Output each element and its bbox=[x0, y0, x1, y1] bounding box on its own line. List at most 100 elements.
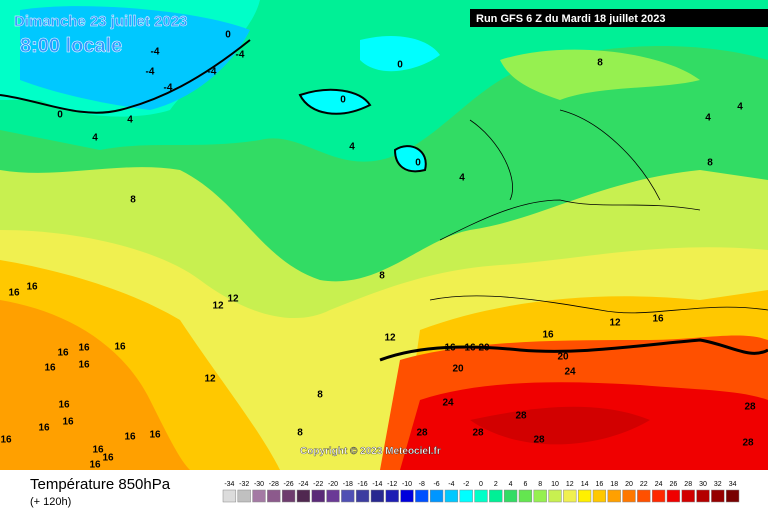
contour-label: 8 bbox=[297, 428, 303, 439]
scale-label: -2 bbox=[463, 481, 469, 488]
scale-swatch bbox=[711, 489, 725, 503]
contour-label: 12 bbox=[212, 301, 224, 312]
contour-label: 16 bbox=[78, 343, 90, 354]
footer-lead: (+ 120h) bbox=[30, 496, 71, 508]
contour-label: 16 bbox=[26, 282, 38, 293]
contour-label: 16 bbox=[89, 460, 101, 471]
scale-swatch bbox=[548, 489, 562, 503]
scale-swatch bbox=[666, 489, 681, 503]
scale-swatch bbox=[489, 489, 503, 503]
contour-label: 16 bbox=[652, 314, 664, 325]
scale-label: 12 bbox=[566, 481, 574, 488]
scale-label: 14 bbox=[581, 481, 589, 488]
contour-20 bbox=[379, 338, 768, 362]
scale-label: 22 bbox=[640, 481, 648, 488]
scale-swatch bbox=[533, 489, 547, 503]
scale-label: 18 bbox=[610, 481, 618, 488]
scale-label: 6 bbox=[523, 481, 527, 488]
contour-label: -4 bbox=[236, 50, 245, 61]
contour-label: -4 bbox=[164, 83, 173, 94]
contour-label: 16 bbox=[57, 348, 69, 359]
scale-label: 4 bbox=[509, 481, 513, 488]
scale-label: 0 bbox=[479, 481, 483, 488]
contour-label: 28 bbox=[744, 402, 756, 413]
contour-label: 20 bbox=[452, 364, 464, 375]
contour-label: 0 bbox=[57, 110, 63, 121]
forecast-time: 8:00 locale bbox=[20, 35, 122, 57]
scale-label: 8 bbox=[538, 481, 542, 488]
scale-swatch bbox=[592, 489, 607, 503]
scale-swatch bbox=[341, 489, 355, 503]
scale-swatch bbox=[281, 489, 296, 503]
scale-label: -16 bbox=[358, 481, 368, 488]
contour-0 bbox=[298, 88, 427, 173]
scale-label: 26 bbox=[670, 481, 678, 488]
field-cold-pool bbox=[300, 35, 440, 172]
scale-label: -24 bbox=[298, 481, 308, 488]
contour-label: 12 bbox=[609, 318, 621, 329]
scale-label: 20 bbox=[625, 481, 633, 488]
contour-label: 16 bbox=[8, 288, 20, 299]
scale-label: 28 bbox=[684, 481, 692, 488]
contour-label: 28 bbox=[416, 428, 428, 439]
scale-label: -32 bbox=[239, 481, 249, 488]
scale-swatch bbox=[681, 489, 695, 503]
contour-label: 16 bbox=[102, 453, 114, 464]
contour-label: 16 bbox=[38, 423, 50, 434]
footer-title: Température 850hPa bbox=[30, 476, 171, 493]
scale-swatch bbox=[400, 489, 414, 503]
forecast-date: Dimanche 23 juillet 2023 bbox=[14, 13, 187, 30]
contour-label: 12 bbox=[204, 374, 216, 385]
contour-label: 8 bbox=[379, 271, 385, 282]
contour-label: -4 bbox=[151, 47, 160, 58]
contour-label: 4 bbox=[737, 102, 743, 113]
contour-label: 16 bbox=[149, 430, 161, 441]
contour-label: 8 bbox=[707, 158, 713, 169]
scale-swatch bbox=[237, 489, 251, 503]
scale-swatch bbox=[222, 489, 237, 503]
contour-lines bbox=[0, 39, 768, 362]
contour-label: 4 bbox=[349, 142, 355, 153]
scale-swatch bbox=[459, 489, 473, 503]
contour-label: 16 bbox=[44, 363, 56, 374]
scale-label: -12 bbox=[387, 481, 397, 488]
contour-label: 12 bbox=[227, 294, 239, 305]
scale-label: -30 bbox=[254, 481, 264, 488]
scale-label: 32 bbox=[714, 481, 722, 488]
scale-swatch bbox=[725, 489, 740, 503]
contour-label: 16 bbox=[542, 330, 554, 341]
scale-label: 16 bbox=[596, 481, 604, 488]
scale-swatch bbox=[267, 489, 281, 503]
contour-label: 28 bbox=[472, 428, 484, 439]
scale-label: -6 bbox=[433, 481, 439, 488]
scale-swatch bbox=[429, 489, 444, 503]
contour-label: 4 bbox=[459, 173, 465, 184]
field-max bbox=[470, 406, 650, 445]
scale-swatch bbox=[415, 489, 429, 503]
scale-label: -34 bbox=[224, 481, 234, 488]
contour-label: 16 bbox=[464, 343, 476, 354]
contour-label: 16 bbox=[58, 400, 70, 411]
scale-swatch bbox=[577, 489, 592, 503]
scale-label: -4 bbox=[448, 481, 454, 488]
scale-swatch bbox=[355, 489, 370, 503]
scale-swatch bbox=[296, 489, 311, 503]
scale-label: 10 bbox=[551, 481, 559, 488]
scale-swatch bbox=[326, 489, 340, 503]
scale-label: -8 bbox=[419, 481, 425, 488]
scale-label: 2 bbox=[494, 481, 498, 488]
copyright: Copyright © 2023 Meteociel.fr bbox=[300, 446, 441, 457]
contour-label: -4 bbox=[146, 67, 155, 78]
scale-label: -18 bbox=[343, 481, 353, 488]
contour-label: 28 bbox=[533, 435, 545, 446]
contour-label: 4 bbox=[127, 115, 133, 126]
contour-label: 0 bbox=[225, 30, 231, 41]
scale-swatch bbox=[474, 489, 488, 503]
contour-label: 16 bbox=[92, 445, 104, 456]
scale-label: 30 bbox=[699, 481, 707, 488]
contour-label: 16 bbox=[444, 343, 456, 354]
contour-label: 0 bbox=[340, 95, 346, 106]
contour-0-west bbox=[0, 39, 251, 114]
temperature-field bbox=[0, 0, 768, 470]
